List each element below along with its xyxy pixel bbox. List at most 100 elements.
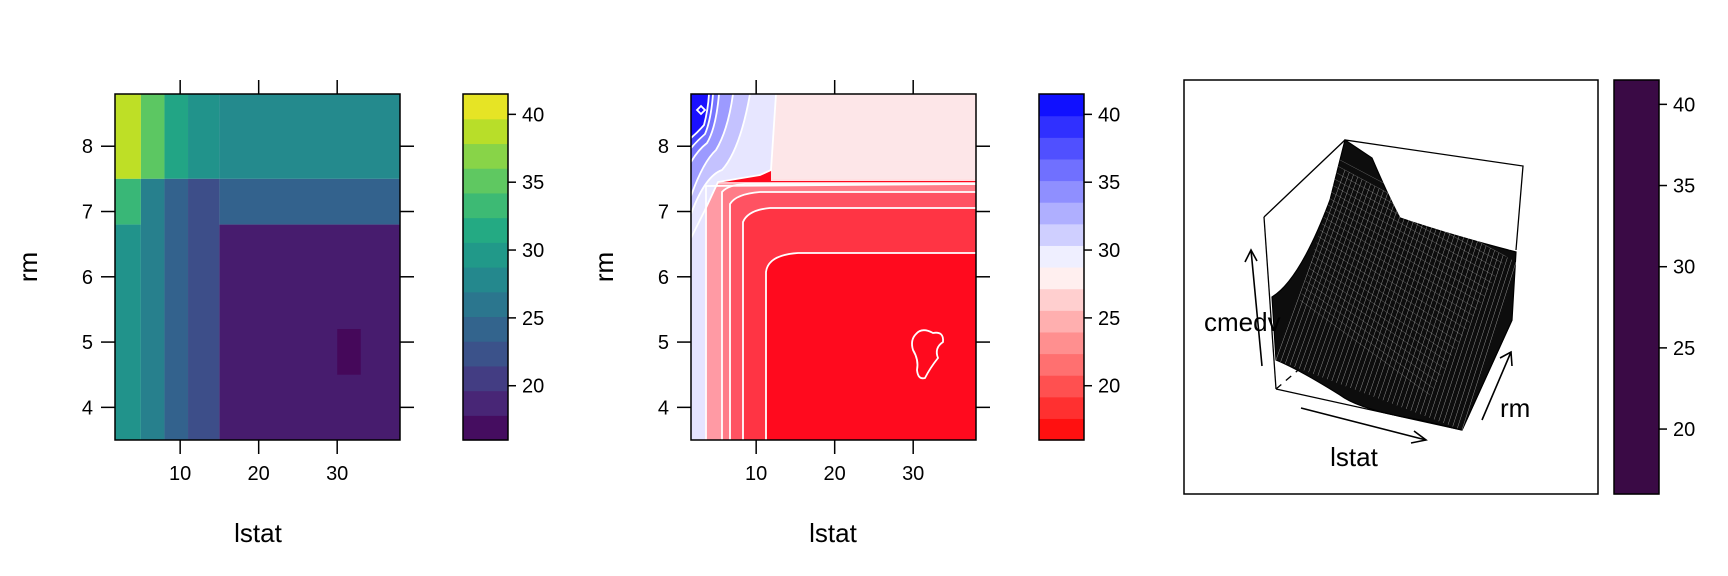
colorkey-label: 40 (1098, 104, 1120, 126)
y-tick-label: 7 (658, 202, 669, 224)
surface-mesh-line (1299, 299, 1431, 396)
surface-mesh-line (1373, 218, 1436, 397)
colorkey-band (1039, 353, 1084, 376)
colorkey-band (1039, 267, 1084, 290)
wireframe-xlabel: lstat (1330, 442, 1378, 472)
y-tick-label: 4 (658, 397, 669, 419)
surface-mesh-line (1330, 191, 1492, 284)
surface-mesh-line (1326, 195, 1393, 380)
level-cell (219, 178, 400, 225)
surface-mesh-line (1339, 159, 1511, 251)
wireframe-axis-arrows (1244, 248, 1513, 444)
surface-mesh-line (1305, 280, 1442, 376)
contour-plot-colorkey: 20 25 30 35 40 (1038, 93, 1120, 441)
surface-mesh-line (1340, 202, 1406, 385)
wireframe-colorkey: 20 25 30 35 40 (1613, 79, 1695, 495)
contour-plot-panel: 10 20 30 4 5 6 7 8 lstat rm 20 25 30 35 40 (589, 80, 1120, 548)
colorkey-band (463, 242, 508, 268)
colorkey-band (463, 94, 508, 120)
surface-mesh-line (1307, 274, 1445, 369)
level-plot-ylabel: rm (13, 252, 43, 282)
surface-mesh-line (1294, 179, 1363, 368)
colorkey-frame (1038, 93, 1085, 441)
surface-mesh-line (1387, 225, 1448, 403)
level-cell (115, 178, 141, 225)
surface-mesh-line (1457, 259, 1512, 429)
surface-mesh-line (1368, 215, 1431, 396)
colorkey-band (1039, 310, 1084, 333)
x-tick-label: 10 (169, 463, 191, 485)
colorkey-frame (1613, 79, 1660, 495)
surface-mesh-line (1396, 229, 1457, 406)
colorkey-band (463, 316, 508, 342)
colorkey-label: 40 (522, 104, 544, 126)
surface-mesh-line (1336, 172, 1503, 264)
wireframe-zlabel: cmedv (1204, 307, 1281, 337)
surface-mesh-line (1308, 186, 1376, 373)
level-plot-xlabel: lstat (234, 518, 282, 548)
colorkey-band (463, 267, 508, 293)
surface-mesh-line (1433, 248, 1491, 420)
level-cell (164, 178, 189, 440)
colorkey-band (1039, 158, 1084, 182)
y-tick-label: 6 (82, 267, 93, 289)
surface-mesh-line (1312, 255, 1456, 350)
level-cell (115, 94, 141, 179)
colorkey-band (1039, 396, 1084, 419)
surface-mesh-line (1345, 204, 1410, 387)
surface-mesh-line (1317, 190, 1384, 376)
y-tick-label: 5 (82, 332, 93, 354)
level-plot-cells (115, 94, 400, 440)
colorkey-band (1039, 288, 1084, 311)
wireframe-panel: lstat rm cmedv 20 25 30 35 40 (1183, 79, 1695, 495)
colorkey-band (463, 192, 508, 219)
colorkey-band (463, 118, 508, 145)
wireframe-ylabel: rm (1500, 393, 1530, 423)
colorkey-label: 30 (522, 240, 544, 262)
level-plot-panel: 10 20 30 4 5 6 7 8 lstat rm 20 25 30 35 40 (13, 80, 544, 548)
level-cell (219, 94, 400, 179)
level-plot-frame (114, 93, 401, 441)
surface-mesh-line (1378, 220, 1440, 399)
x-tick-label: 10 (745, 463, 767, 485)
surface-mesh-line (1392, 227, 1453, 404)
surface-mesh-line (1410, 236, 1470, 411)
surface-mesh-line (1275, 169, 1346, 361)
surface-mesh-line (1401, 232, 1461, 408)
surface-mesh-line (1405, 234, 1465, 410)
x-tick-label: 30 (902, 463, 924, 485)
colorkey-band (463, 415, 508, 441)
y-tick-label: 8 (658, 136, 669, 158)
surface-mesh-line (1280, 172, 1350, 362)
surface-mesh-line (1310, 261, 1452, 356)
surface-mesh-line (1327, 204, 1485, 297)
contour-plot-xlabel: lstat (809, 518, 857, 548)
contour-lines (691, 94, 976, 440)
surface-mesh-line (1452, 257, 1508, 427)
surface-mesh-line (1336, 199, 1401, 383)
colorkey-band (1039, 331, 1084, 355)
surface-mesh-line (1303, 287, 1438, 382)
surface-mesh-line (1301, 293, 1434, 389)
colorkey-band (1039, 137, 1084, 160)
colorkey-band (463, 143, 508, 169)
colorkey-label: 30 (1098, 240, 1120, 262)
surface-mesh-line (1354, 209, 1418, 390)
surface-mesh-line (1323, 217, 1478, 310)
contour-plot-ticks: 10 20 30 4 5 6 7 8 (658, 80, 990, 485)
colorkey-label: 35 (1673, 176, 1695, 198)
surface-mesh-line (1314, 248, 1460, 343)
colorkey-band (1039, 115, 1084, 138)
colorkey-band (463, 217, 508, 243)
y-tick-label: 8 (82, 136, 93, 158)
colorkey-band (463, 390, 508, 416)
surface-mesh-line (1419, 241, 1478, 415)
y-tick-label: 7 (82, 202, 93, 224)
surface-mesh-line (1350, 206, 1414, 389)
wireframe-surface (1271, 139, 1517, 431)
level-plot-colorkey: 20 25 30 35 40 (462, 93, 544, 441)
surface-mesh-line (1316, 242, 1463, 336)
colorkey-label: 20 (1098, 376, 1120, 398)
colorkey-band (1614, 80, 1659, 495)
